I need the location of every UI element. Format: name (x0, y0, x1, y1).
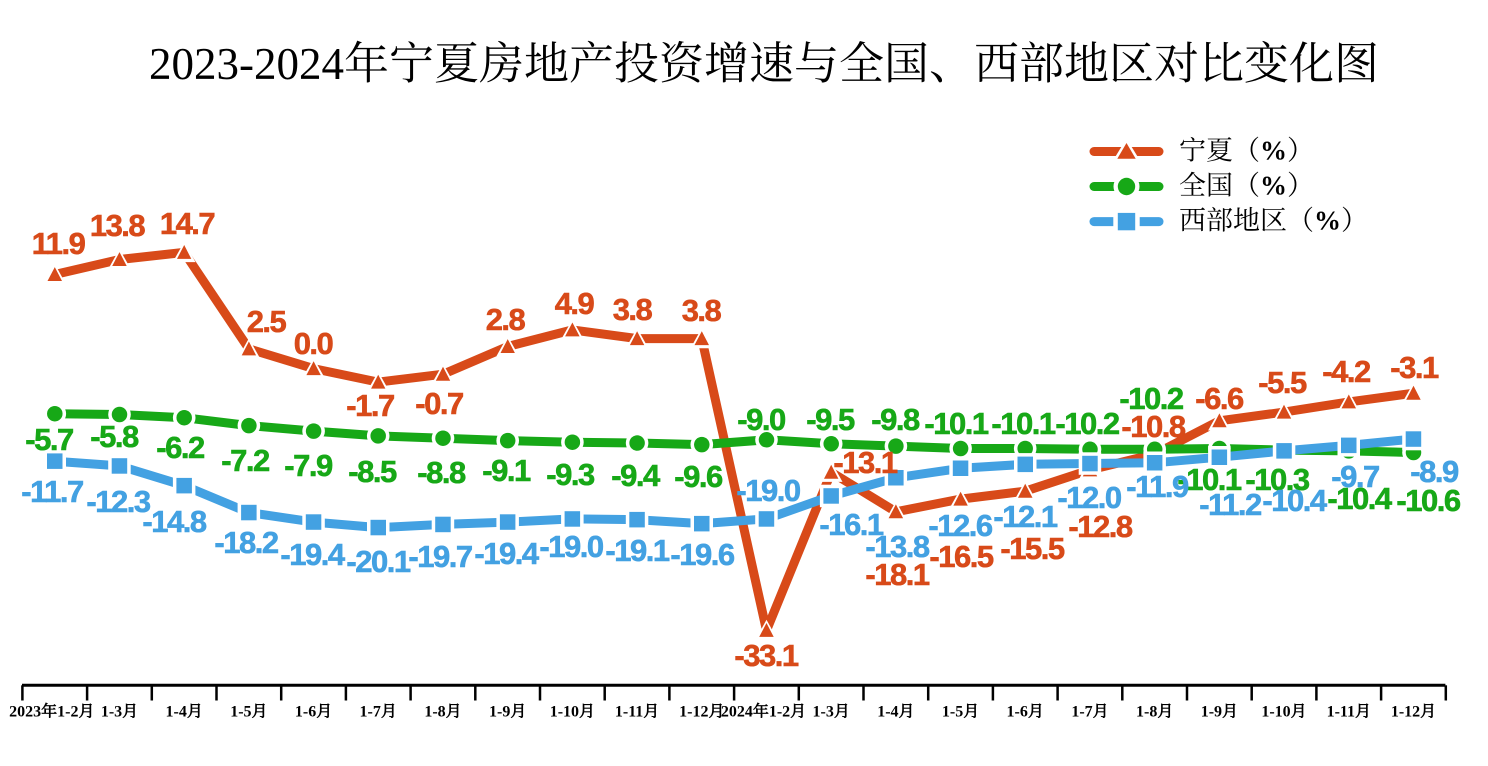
svg-text:0.0: 0.0 (294, 326, 333, 361)
svg-text:-8.5: -8.5 (348, 454, 397, 489)
svg-text:-4.2: -4.2 (1322, 354, 1370, 389)
svg-text:2024年1-2月: 2024年1-2月 (721, 702, 806, 721)
svg-text:-18.2: -18.2 (214, 525, 277, 560)
svg-text:1-3月: 1-3月 (813, 703, 850, 721)
svg-text:-20.1: -20.1 (346, 544, 410, 579)
svg-text:-15.5: -15.5 (1000, 531, 1064, 566)
svg-text:-7.9: -7.9 (284, 448, 333, 483)
svg-text:-14.8: -14.8 (142, 504, 206, 539)
svg-text:-12.1: -12.1 (993, 499, 1057, 534)
svg-text:14.7: 14.7 (160, 206, 215, 241)
svg-text:-5.5: -5.5 (1258, 365, 1307, 400)
svg-text:1-8月: 1-8月 (424, 703, 461, 721)
svg-text:-9.4: -9.4 (611, 458, 661, 493)
svg-text:-10.1: -10.1 (991, 406, 1055, 441)
svg-text:-12.8: -12.8 (1068, 509, 1132, 544)
svg-text:1-6月: 1-6月 (295, 703, 332, 721)
svg-text:-10.4: -10.4 (1262, 483, 1327, 518)
svg-text:13.8: 13.8 (90, 208, 146, 243)
svg-text:-7.2: -7.2 (221, 443, 269, 478)
svg-text:-11.9: -11.9 (1126, 469, 1189, 504)
svg-text:1-5月: 1-5月 (230, 703, 267, 721)
svg-text:-33.1: -33.1 (734, 638, 798, 673)
svg-text:-10.1: -10.1 (1177, 462, 1241, 497)
svg-text:-10.6: -10.6 (1396, 483, 1460, 518)
svg-text:1-11月: 1-11月 (615, 703, 659, 721)
svg-text:-8.8: -8.8 (417, 455, 466, 490)
svg-text:-19.0: -19.0 (539, 529, 602, 564)
svg-text:1-10月: 1-10月 (550, 703, 595, 721)
svg-text:-10.2: -10.2 (1055, 406, 1118, 441)
svg-text:1-5月: 1-5月 (942, 703, 979, 721)
svg-text:-19.0: -19.0 (736, 473, 799, 508)
svg-text:-10.8: -10.8 (1121, 409, 1185, 444)
svg-text:-6.6: -6.6 (1195, 381, 1244, 416)
svg-text:全国（%）: 全国（%） (1179, 171, 1314, 201)
svg-text:-12.6: -12.6 (928, 508, 992, 543)
svg-text:-12.0: -12.0 (1057, 480, 1120, 515)
svg-text:-19.7: -19.7 (408, 539, 471, 574)
svg-text:1-7月: 1-7月 (1071, 703, 1108, 721)
svg-text:-13.8: -13.8 (865, 529, 929, 564)
svg-text:-0.7: -0.7 (415, 386, 463, 421)
svg-text:宁夏（%）: 宁夏（%） (1179, 136, 1314, 166)
svg-text:1-4月: 1-4月 (877, 703, 914, 721)
svg-text:-1.7: -1.7 (346, 388, 394, 423)
svg-text:1-4月: 1-4月 (166, 703, 203, 721)
svg-text:-3.1: -3.1 (1390, 350, 1439, 385)
svg-text:-5.7: -5.7 (25, 422, 73, 457)
svg-text:-8.9: -8.9 (1410, 454, 1459, 489)
svg-text:-5.8: -5.8 (90, 419, 139, 454)
svg-text:-16.5: -16.5 (929, 539, 993, 574)
svg-text:4.9: 4.9 (555, 286, 595, 321)
svg-text:1-12月: 1-12月 (1391, 703, 1436, 721)
svg-text:2.5: 2.5 (247, 304, 287, 339)
svg-text:-10.4: -10.4 (1327, 481, 1392, 516)
svg-text:-11.2: -11.2 (1199, 487, 1261, 522)
svg-text:-9.7: -9.7 (1331, 459, 1379, 494)
svg-text:11.9: 11.9 (32, 226, 86, 261)
svg-text:-19.1: -19.1 (605, 533, 669, 568)
svg-text:-19.6: -19.6 (670, 537, 734, 572)
svg-text:3.8: 3.8 (682, 293, 722, 328)
svg-text:-10.1: -10.1 (924, 406, 988, 441)
svg-text:1-11月: 1-11月 (1327, 703, 1371, 721)
svg-text:1-9月: 1-9月 (1201, 703, 1238, 721)
svg-text:1-9月: 1-9月 (489, 703, 526, 721)
svg-text:-9.6: -9.6 (674, 459, 723, 494)
svg-text:-6.2: -6.2 (156, 430, 204, 465)
svg-text:-16.1: -16.1 (819, 507, 883, 542)
svg-text:1-3月: 1-3月 (101, 703, 138, 721)
svg-text:-9.1: -9.1 (482, 453, 531, 488)
svg-text:-11.7: -11.7 (21, 474, 83, 509)
svg-text:-9.0: -9.0 (737, 402, 785, 437)
svg-text:1-7月: 1-7月 (360, 703, 397, 721)
svg-text:1-12月: 1-12月 (679, 703, 724, 721)
svg-text:2023年1-2月: 2023年1-2月 (9, 702, 94, 721)
svg-text:-18.1: -18.1 (865, 557, 929, 592)
svg-text:-12.3: -12.3 (86, 484, 150, 519)
svg-text:-9.3: -9.3 (546, 457, 595, 492)
svg-text:-9.8: -9.8 (871, 402, 920, 437)
svg-text:-19.4: -19.4 (280, 537, 345, 572)
svg-text:-10.3: -10.3 (1245, 462, 1309, 497)
svg-text:1-6月: 1-6月 (1007, 703, 1044, 721)
svg-text:2.8: 2.8 (486, 302, 526, 337)
svg-text:2023-2024年宁夏房地产投资增速与全国、西部地区对比变: 2023-2024年宁夏房地产投资增速与全国、西部地区对比变化图 (149, 39, 1379, 89)
svg-text:-9.5: -9.5 (806, 402, 855, 437)
svg-text:-10.2: -10.2 (1119, 381, 1182, 416)
svg-text:-19.4: -19.4 (474, 536, 539, 571)
svg-text:-13.1: -13.1 (833, 445, 897, 480)
svg-text:1-8月: 1-8月 (1136, 703, 1173, 721)
svg-text:3.8: 3.8 (613, 292, 653, 327)
svg-text:西部地区（%）: 西部地区（%） (1179, 206, 1368, 236)
svg-text:1-10月: 1-10月 (1261, 703, 1306, 721)
